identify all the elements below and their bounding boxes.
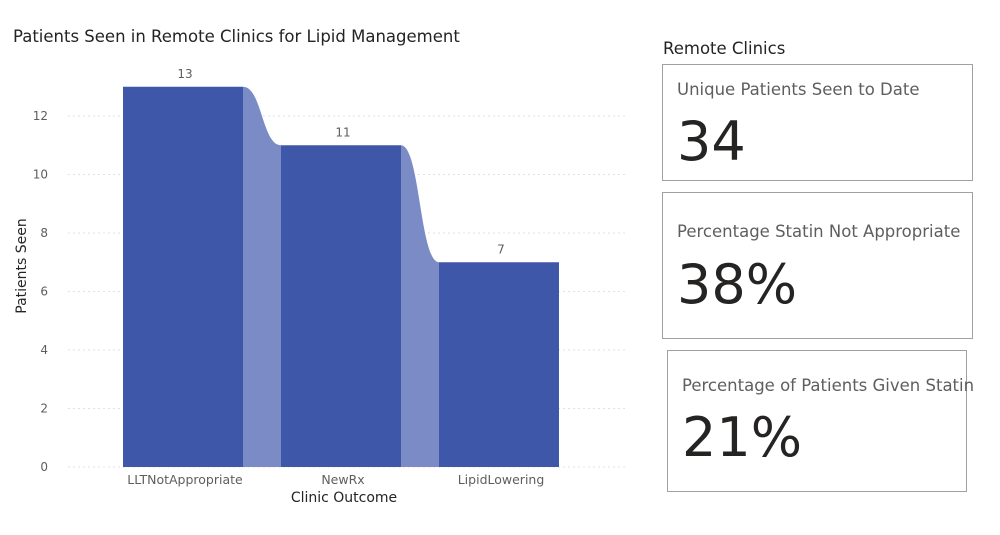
card-value: 38% (677, 253, 798, 316)
data-label: 7 (497, 242, 505, 256)
given-statin-card[interactable]: Percentage of Patients Given Statin 21% (667, 350, 974, 492)
y-tick-label: 10 (33, 168, 48, 182)
y-tick-label: 6 (40, 285, 48, 299)
x-axis-title: Clinic Outcome (290, 490, 398, 506)
y-tick-label: 0 (40, 460, 48, 474)
ribbon-connector (401, 145, 439, 467)
ribbon-chart: 0 2 4 6 8 10 12 13 LLTNotAppropriate 11 NewRx 7 Lipi… (33, 67, 625, 487)
y-tick-label: 12 (33, 109, 48, 123)
y-tick-label: 2 (40, 402, 48, 416)
data-label: 13 (177, 67, 192, 81)
y-tick-label: 8 (40, 226, 48, 240)
card-label: Unique Patients Seen to Date (677, 80, 920, 99)
x-tick-label: LLTNotAppropriate (127, 472, 243, 487)
card-label: Percentage of Patients Given Statin (682, 376, 975, 395)
card-value: 21% (682, 406, 803, 469)
y-tick-label: 4 (40, 343, 48, 357)
unique-patients-card[interactable]: Unique Patients Seen to Date 34 (662, 64, 973, 181)
bar (439, 262, 559, 467)
chart-title: Patients Seen in Remote Clinics for Lipi… (13, 27, 460, 46)
data-label: 11 (335, 125, 350, 139)
card-value: 34 (677, 110, 746, 173)
ribbon-connector (243, 86, 281, 467)
statin-not-appropriate-card[interactable]: Percentage Statin Not Appropriate 38% (662, 192, 973, 339)
panel-title: Remote Clinics (663, 39, 786, 58)
bar (281, 145, 401, 467)
x-tick-label: NewRx (321, 472, 364, 487)
card-label: Percentage Statin Not Appropriate (677, 222, 961, 241)
y-axis-title: Patients Seen (14, 218, 30, 314)
bar (123, 86, 243, 467)
x-tick-label: LipidLowering (458, 472, 545, 487)
